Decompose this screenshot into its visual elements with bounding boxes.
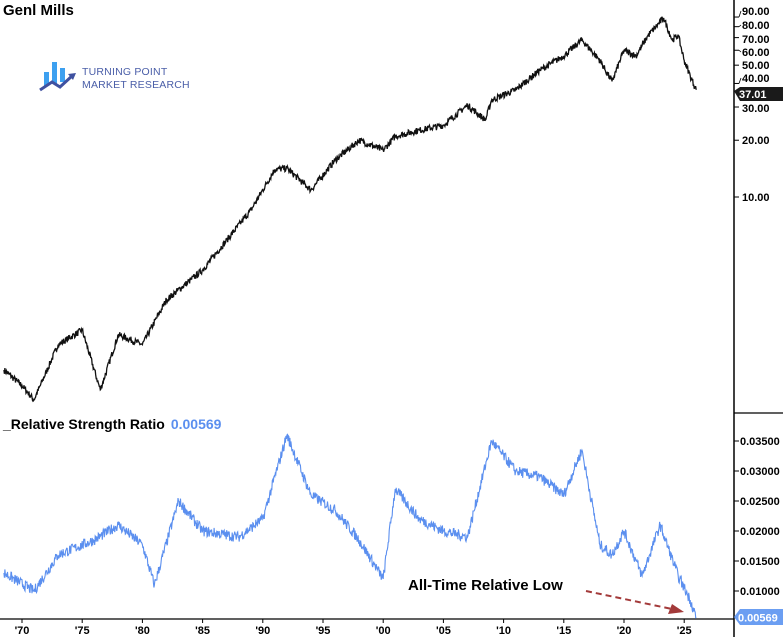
price-tick-connector: [738, 24, 742, 27]
rs-tick-label: 0.01500: [740, 556, 780, 568]
x-tick-label: '80: [135, 625, 150, 637]
price-tick-label: 50.00: [742, 60, 770, 72]
price-tick-connector: [738, 10, 742, 18]
price-tick-label: 90.00: [742, 6, 770, 18]
rs-tick-label: 0.01000: [740, 586, 780, 598]
price-last-label: 37.01: [734, 87, 783, 101]
x-tick-label: '20: [617, 625, 632, 637]
price-tick-label: 40.00: [742, 73, 770, 85]
logo-icon: [39, 62, 76, 92]
x-tick-label: '85: [195, 625, 210, 637]
chart-title: Genl Mills: [3, 2, 74, 19]
x-axis: '70 '75 '80 '85 '90 '95 '00 '05 '10 '15 '20 '25: [15, 619, 692, 637]
svg-text:37.01: 37.01: [739, 89, 767, 101]
rs-tick-label: 0.02000: [740, 526, 780, 538]
price-tick-label: 10.00: [742, 192, 770, 204]
rs-line: [3, 433, 697, 619]
rs-title: _Relative Strength Ratio 0.00569: [3, 416, 221, 432]
price-tick-label: 30.00: [742, 103, 770, 115]
price-tick-connector: [738, 49, 742, 53]
rs-axis: 0.03500 0.03000 0.02500 0.02000 0.01500 0.010…: [734, 436, 780, 598]
logo: TURNING POINT MARKET RESEARCH: [38, 60, 198, 96]
x-tick-label: '90: [255, 625, 270, 637]
rs-tick-label: 0.02500: [740, 496, 780, 508]
x-tick-label: '15: [556, 625, 571, 637]
price-tick-label: 70.00: [742, 34, 770, 46]
rs-last-label: 0.00569: [734, 609, 783, 625]
rs-tick-label: 0.03500: [740, 436, 780, 448]
price-tick-label: 80.00: [742, 20, 770, 32]
rs-title-value: 0.00569: [170, 416, 222, 432]
price-line: [3, 16, 697, 403]
logo-line1: TURNING POINT: [82, 66, 168, 78]
x-tick-label: '70: [15, 625, 30, 637]
logo-line2: MARKET RESEARCH: [82, 79, 190, 91]
annotation-text: All-Time Relative Low: [408, 577, 563, 594]
price-tick-label: 20.00: [742, 135, 770, 147]
price-tick-connector: [738, 77, 742, 84]
x-tick-label: '00: [376, 625, 391, 637]
x-tick-label: '25: [677, 625, 692, 637]
x-tick-label: '75: [75, 625, 90, 637]
x-tick-label: '10: [496, 625, 511, 637]
svg-text:0.00569: 0.00569: [738, 613, 778, 625]
rs-title-label: _Relative Strength Ratio: [3, 416, 165, 432]
x-tick-label: '05: [436, 625, 451, 637]
rs-tick-label: 0.03000: [740, 466, 780, 478]
x-tick-label: '95: [316, 625, 331, 637]
annotation-arrow: [585, 590, 684, 614]
price-tick-label: 60.00: [742, 47, 770, 59]
